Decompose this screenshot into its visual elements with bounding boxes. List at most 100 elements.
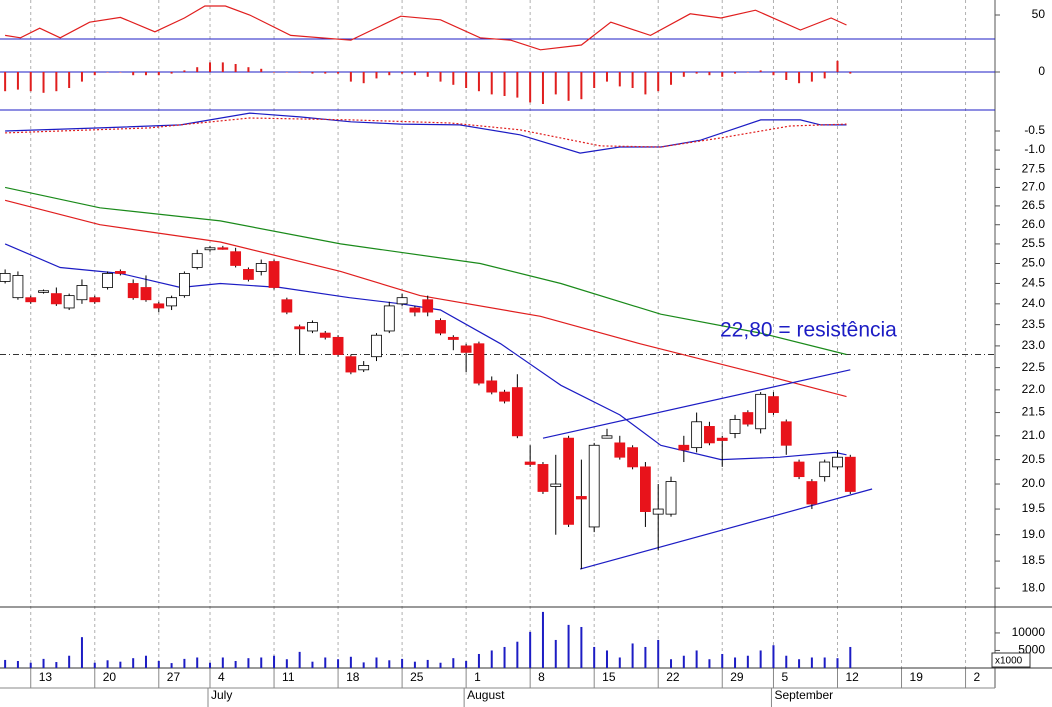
- bar: [695, 650, 698, 668]
- bar: [618, 657, 621, 668]
- bar: [42, 658, 45, 668]
- candle-body: [460, 345, 472, 353]
- bar: [4, 72, 7, 92]
- bar: [708, 72, 711, 76]
- bar: [785, 655, 788, 668]
- bar: [362, 72, 365, 84]
- bar: [234, 64, 237, 72]
- candle-body: [76, 285, 88, 301]
- bar: [106, 660, 109, 668]
- bar: [810, 72, 813, 82]
- bar: [273, 655, 276, 668]
- candle-body: [204, 247, 216, 251]
- bar: [439, 662, 442, 668]
- bar: [80, 72, 83, 82]
- line-series: [5, 5, 847, 51]
- y-tick-label: 25.5: [1022, 236, 1046, 250]
- bar: [836, 60, 839, 72]
- bar: [4, 659, 7, 668]
- bar: [273, 72, 276, 73]
- candle-body: [50, 293, 62, 305]
- bar: [721, 72, 724, 77]
- line-series: [4, 243, 847, 461]
- bar: [810, 657, 813, 668]
- candle-body: [140, 287, 152, 301]
- candle-body: [281, 299, 293, 313]
- candle-body: [179, 273, 190, 297]
- candle-body: [383, 305, 395, 332]
- bar: [670, 72, 673, 85]
- candle-body: [243, 269, 254, 280]
- candle-body: [435, 320, 446, 334]
- y-tick-label: 24.0: [1022, 296, 1046, 310]
- candle-body: [832, 456, 843, 468]
- y-tick-label: 20.5: [1022, 452, 1046, 466]
- y-tick-label: 20.0: [1022, 476, 1046, 490]
- y-tick-label: 23.5: [1022, 317, 1046, 331]
- y-tick-label: 21.5: [1022, 405, 1046, 419]
- bar: [477, 653, 480, 668]
- unit-label: x1000: [995, 656, 1023, 667]
- candle-body: [89, 297, 101, 303]
- candle-body: [614, 442, 626, 458]
- bar: [388, 660, 391, 668]
- candle-body: [371, 334, 382, 358]
- candle-body: [588, 444, 600, 528]
- x-tick-label: 20: [103, 670, 117, 684]
- bar: [657, 639, 660, 668]
- bar: [849, 646, 852, 668]
- bar: [503, 72, 506, 96]
- bar: [426, 72, 429, 77]
- bar: [260, 68, 263, 72]
- bar: [631, 643, 634, 668]
- bar: [426, 659, 429, 668]
- x-tick-label: 12: [845, 670, 859, 684]
- bar: [605, 650, 608, 668]
- bar: [465, 72, 468, 88]
- bar: [593, 646, 596, 668]
- bar: [772, 645, 775, 668]
- candle-body: [166, 297, 177, 307]
- candle-body: [691, 421, 703, 449]
- bar: [324, 657, 327, 668]
- candle-body: [563, 437, 574, 525]
- candle-body: [627, 447, 638, 468]
- candle-body: [704, 426, 715, 444]
- y-tick-label: -0.5: [1024, 123, 1045, 137]
- bar: [798, 659, 801, 668]
- candle-body: [332, 336, 344, 355]
- bar: [29, 72, 32, 92]
- bar: [209, 662, 212, 668]
- bar: [55, 662, 58, 668]
- bar: [605, 72, 608, 82]
- bar: [16, 660, 19, 668]
- bar: [413, 661, 416, 668]
- unit-box: [991, 652, 1031, 668]
- bar: [260, 657, 263, 668]
- candle-body: [447, 336, 459, 340]
- bar: [196, 657, 199, 668]
- bar: [670, 659, 673, 668]
- x-tick-label: 27: [167, 670, 181, 684]
- y-tick-label: 25.0: [1022, 256, 1046, 270]
- candle-body: [716, 437, 728, 441]
- bar: [708, 659, 711, 668]
- y-tick-label: 22.0: [1022, 382, 1046, 396]
- bar: [93, 72, 96, 76]
- candle-body: [307, 322, 318, 332]
- bar: [324, 72, 327, 74]
- line-series: [5, 112, 847, 154]
- bar: [529, 631, 532, 668]
- bar: [298, 651, 301, 668]
- bar: [413, 72, 416, 76]
- candle-body: [729, 419, 741, 434]
- bar: [759, 650, 762, 668]
- bar: [682, 655, 685, 668]
- bar: [618, 72, 621, 87]
- x-tick-label: 8: [538, 670, 545, 684]
- y-tick-label: 23.0: [1022, 338, 1046, 352]
- candle-body: [38, 290, 49, 293]
- bar: [68, 72, 71, 88]
